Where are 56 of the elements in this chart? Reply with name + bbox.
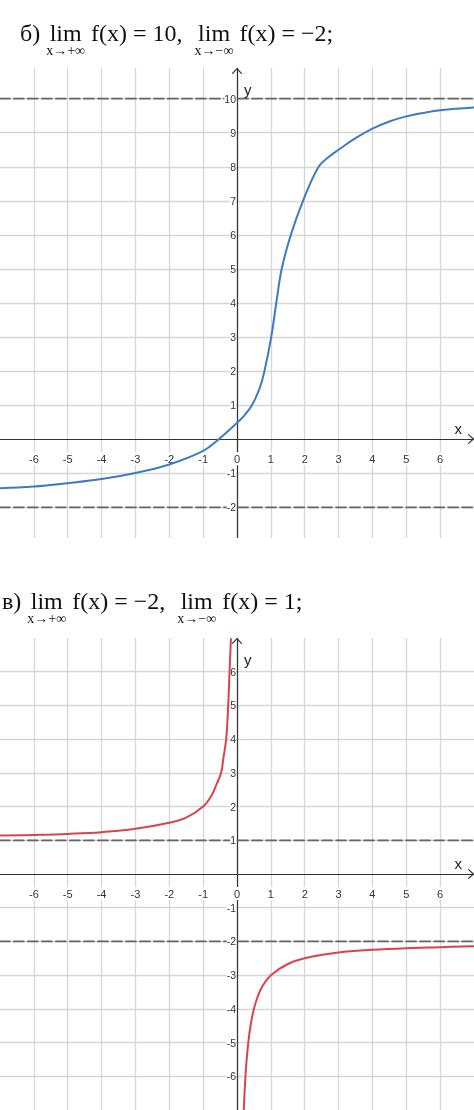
y-tick-label: 5 [230,262,237,275]
y-tick-label: -1 [226,901,237,914]
y-tick-label: 4 [230,297,237,309]
x-tick-label: 2 [301,887,308,900]
y-tick-label: 1 [230,834,237,847]
y-tick-label: 2 [230,800,237,813]
y-axis-title: y [244,651,252,668]
x-tick-label: -4 [96,887,107,900]
x-tick-label: -5 [62,452,73,465]
line-series [0,106,474,490]
y-tick-label: 5 [230,699,237,712]
x-tick-label: 5 [403,452,410,465]
x-tick-label: 0 [233,887,241,900]
y-tick-label: -6 [226,1070,237,1083]
y-tick-label: 10 [224,92,237,105]
x-tick-label: 5 [403,887,410,900]
y-tick-label: -3 [226,969,237,982]
y-tick-label: 6 [230,228,237,241]
x-tick-label: 2 [301,452,308,465]
y-tick-label: 8 [230,160,237,173]
x-tick-label: 6 [437,452,444,465]
x-tick-label: 3 [335,452,342,465]
y-tick-label: 7 [230,194,237,207]
x-tick-label: 3 [335,887,342,900]
y-tick-label: -5 [226,1036,237,1049]
y-tick-label: 4 [230,733,237,746]
x-tick-label: -2 [164,452,175,465]
x-tick-label: 4 [369,887,376,900]
x-tick-label: -6 [28,887,39,900]
y-tick-label: 1 [230,399,237,412]
x-tick-label: -1 [198,452,209,465]
line-series [242,945,474,1110]
x-tick-label: -1 [198,887,209,900]
y-tick-label: -1 [226,467,237,480]
x-tick-label: -4 [96,452,107,465]
x-tick-label: 6 [437,887,444,900]
x-tick-label: -6 [28,452,39,465]
y-tick-label: -2 [226,501,237,514]
y-tick-label: 3 [230,766,237,779]
y-tick-label: -4 [226,1002,237,1015]
y-tick-label: 6 [230,665,237,678]
x-axis-title: x [454,855,463,872]
y-tick-label: 2 [230,365,237,378]
x-tick-label: 1 [267,452,274,465]
y-tick-label: 9 [230,126,237,139]
x-tick-label: -3 [130,887,141,900]
x-tick-label: 4 [369,452,376,465]
x-tick-label: -3 [130,452,141,465]
x-tick-label: -2 [164,887,175,900]
x-tick-label: 1 [267,887,274,900]
y-tick-label: -2 [226,935,237,948]
x-axis-title: x [454,420,463,438]
x-tick-label: -5 [62,887,73,900]
x-tick-label: 0 [233,452,241,465]
y-axis-title: y [244,81,252,98]
y-tick-label: 3 [230,331,237,344]
